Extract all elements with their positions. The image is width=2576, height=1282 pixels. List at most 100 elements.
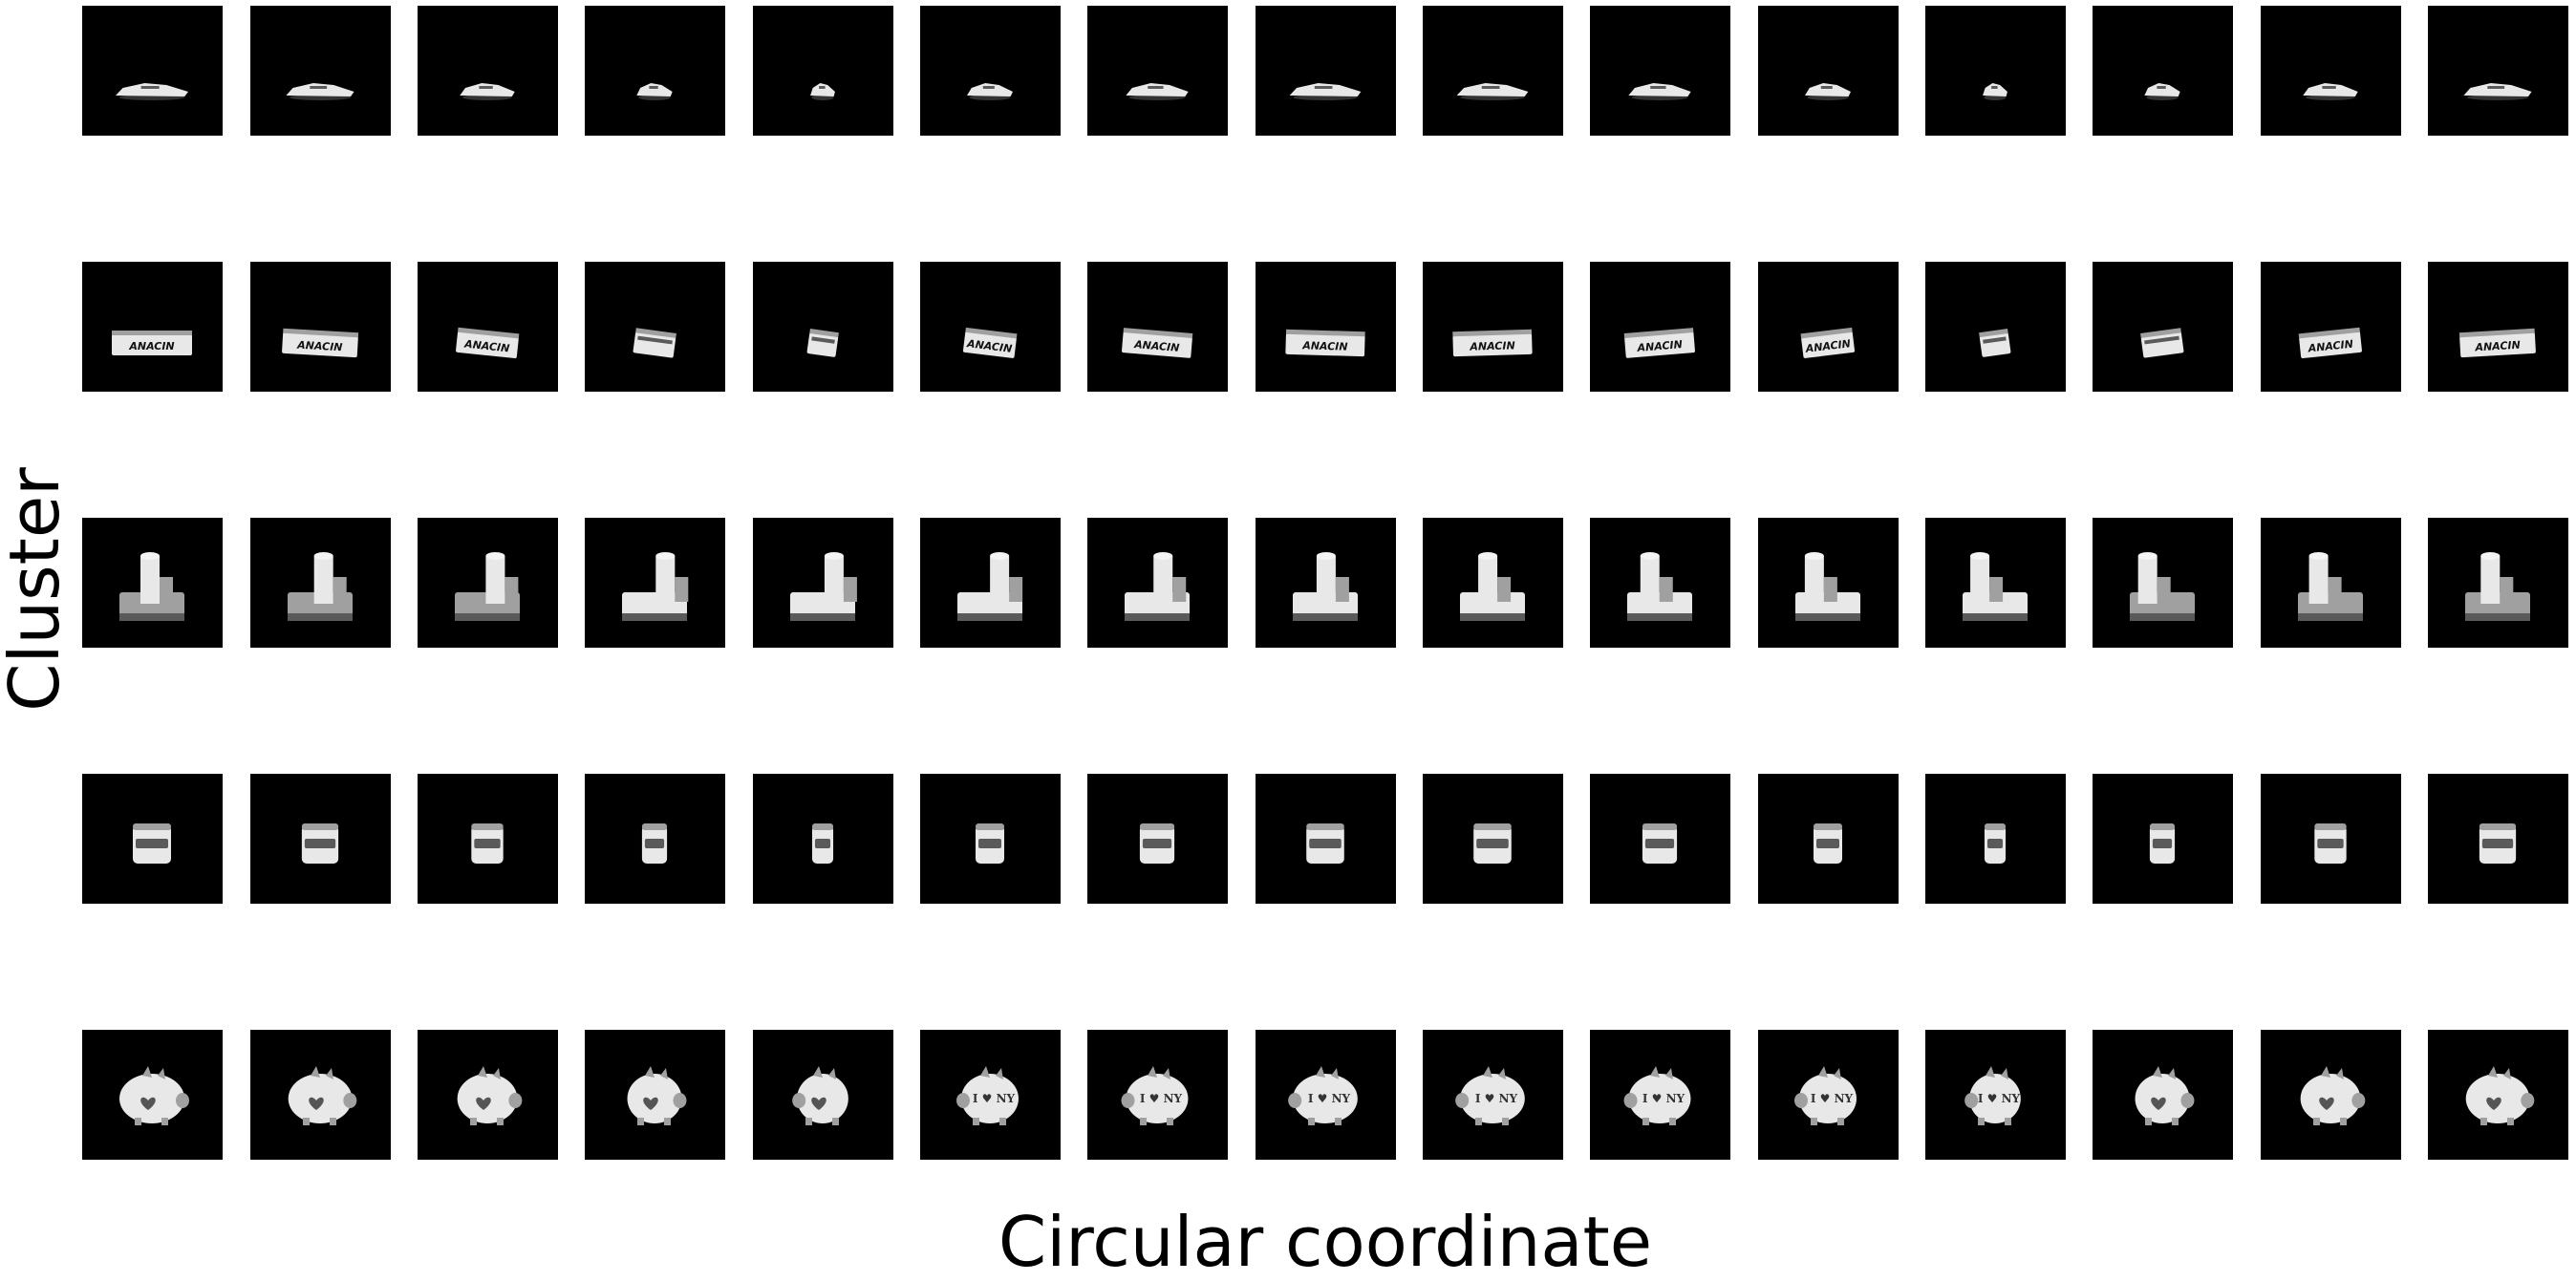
anacin-box-view-thumbnail: ANACIN	[920, 262, 1061, 392]
cylinder-block-image	[790, 552, 857, 621]
jar-image	[1984, 823, 2007, 864]
toy-car-image	[810, 83, 835, 100]
cylinder-block-view-thumbnail	[1758, 518, 1899, 648]
anacin-box-view-thumbnail	[2093, 262, 2233, 392]
anacin-box-image: ANACIN	[1452, 329, 1533, 357]
pig-label-text: I ♥ NY	[1811, 1092, 1854, 1105]
jar-view-thumbnail	[1925, 774, 2066, 904]
jar-image	[1139, 823, 1175, 864]
toy-car-view-thumbnail	[2093, 6, 2233, 136]
cylinder-block-view-thumbnail	[1256, 518, 1396, 648]
piggy-bank-image	[792, 1066, 848, 1125]
piggy-bank-image	[2135, 1066, 2195, 1125]
anacin-box-view-thumbnail	[585, 262, 725, 392]
toy-car-image	[1126, 83, 1189, 100]
toy-car-view-thumbnail	[1256, 6, 1396, 136]
jar-view-thumbnail	[82, 774, 223, 904]
pig-label-text: I ♥ NY	[1978, 1092, 2021, 1105]
toy-car-image	[636, 83, 673, 100]
jar-view-thumbnail	[585, 774, 725, 904]
cylinder-block-image	[288, 552, 353, 621]
pig-label-text: I ♥ NY	[1308, 1092, 1351, 1105]
cylinder-block-view-thumbnail	[585, 518, 725, 648]
toy-car-image	[1983, 83, 2007, 100]
cylinder-block-image	[1963, 552, 2028, 621]
cylinder-block-view-thumbnail	[250, 518, 391, 648]
cylinder-block-view-thumbnail	[1087, 518, 1228, 648]
toy-car-view-thumbnail	[418, 6, 558, 136]
piggy-bank-view-thumbnail	[2093, 1030, 2233, 1160]
jar-view-thumbnail	[753, 774, 893, 904]
toy-car-image	[116, 83, 188, 100]
cylinder-block-image	[1125, 552, 1190, 621]
cylinder-block-view-thumbnail	[2428, 518, 2568, 648]
toy-car-view-thumbnail	[920, 6, 1061, 136]
piggy-bank-image: I ♥ NY	[1121, 1066, 1189, 1125]
toy-car-image	[967, 83, 1013, 100]
jar-image	[2149, 823, 2176, 864]
anacin-label-text: ANACIN	[296, 339, 343, 354]
jar-view-thumbnail	[418, 774, 558, 904]
cylinder-block-image	[455, 552, 520, 621]
anacin-box-image: ANACIN	[1800, 327, 1856, 358]
jar-image	[811, 823, 834, 864]
toy-car-image	[1289, 83, 1362, 100]
anacin-box-view-thumbnail: ANACIN	[1758, 262, 1899, 392]
jar-view-thumbnail	[2093, 774, 2233, 904]
anacin-label-text: ANACIN	[463, 337, 510, 354]
cylinder-block-view-thumbnail	[418, 518, 558, 648]
cylinder-block-view-thumbnail	[920, 518, 1061, 648]
piggy-bank-view-thumbnail	[250, 1030, 391, 1160]
cylinder-block-image	[2130, 552, 2195, 621]
toy-car-image	[1456, 83, 1529, 100]
toy-car-view-thumbnail	[1925, 6, 2066, 136]
jar-image	[133, 823, 171, 864]
anacin-label-text: ANACIN	[1636, 338, 1683, 354]
jar-view-thumbnail	[250, 774, 391, 904]
piggy-bank-view-thumbnail	[753, 1030, 893, 1160]
toy-car-view-thumbnail	[82, 6, 223, 136]
piggy-bank-view-thumbnail: I ♥ NY	[1590, 1030, 1730, 1160]
toy-car-view-thumbnail	[1087, 6, 1228, 136]
anacin-label-text: ANACIN	[1469, 339, 1515, 353]
pig-label-text: I ♥ NY	[1475, 1092, 1518, 1105]
anacin-box-image	[1979, 329, 2011, 357]
jar-image	[641, 823, 668, 864]
toy-car-image	[460, 83, 515, 100]
piggy-bank-view-thumbnail: I ♥ NY	[1925, 1030, 2066, 1160]
jar-image	[2314, 823, 2347, 864]
anacin-box-view-thumbnail: ANACIN	[1423, 262, 1563, 392]
jar-view-thumbnail	[1423, 774, 1563, 904]
cylinder-block-image	[957, 552, 1023, 621]
anacin-label-text: ANACIN	[1133, 338, 1180, 354]
jar-view-thumbnail	[1087, 774, 1228, 904]
jar-image	[301, 823, 339, 864]
anacin-box-view-thumbnail: ANACIN	[82, 262, 223, 392]
jar-view-thumbnail	[920, 774, 1061, 904]
y-axis-label: Cluster	[0, 467, 75, 712]
jar-image	[1814, 823, 1842, 864]
toy-car-image	[2303, 83, 2358, 100]
jar-image	[471, 823, 504, 864]
piggy-bank-view-thumbnail	[585, 1030, 725, 1160]
cylinder-block-image	[119, 552, 184, 621]
anacin-box-image: ANACIN	[1285, 329, 1365, 357]
piggy-bank-image	[2465, 1066, 2535, 1125]
anacin-label-text: ANACIN	[1301, 339, 1348, 353]
anacin-box-image: ANACIN	[112, 331, 192, 355]
cylinder-block-view-thumbnail	[1925, 518, 2066, 648]
toy-car-image	[2463, 83, 2532, 100]
piggy-bank-view-thumbnail: I ♥ NY	[1758, 1030, 1899, 1160]
piggy-bank-image	[627, 1066, 687, 1125]
piggy-bank-view-thumbnail: I ♥ NY	[1087, 1030, 1228, 1160]
anacin-label-text: ANACIN	[2307, 338, 2353, 355]
toy-car-view-thumbnail	[1423, 6, 1563, 136]
anacin-box-image: ANACIN	[282, 328, 359, 358]
anacin-box-view-thumbnail	[753, 262, 893, 392]
piggy-bank-image	[2300, 1066, 2366, 1125]
piggy-bank-view-thumbnail: I ♥ NY	[1256, 1030, 1396, 1160]
cylinder-block-image	[1460, 552, 1525, 621]
toy-car-view-thumbnail	[1590, 6, 1730, 136]
cylinder-block-view-thumbnail	[2093, 518, 2233, 648]
